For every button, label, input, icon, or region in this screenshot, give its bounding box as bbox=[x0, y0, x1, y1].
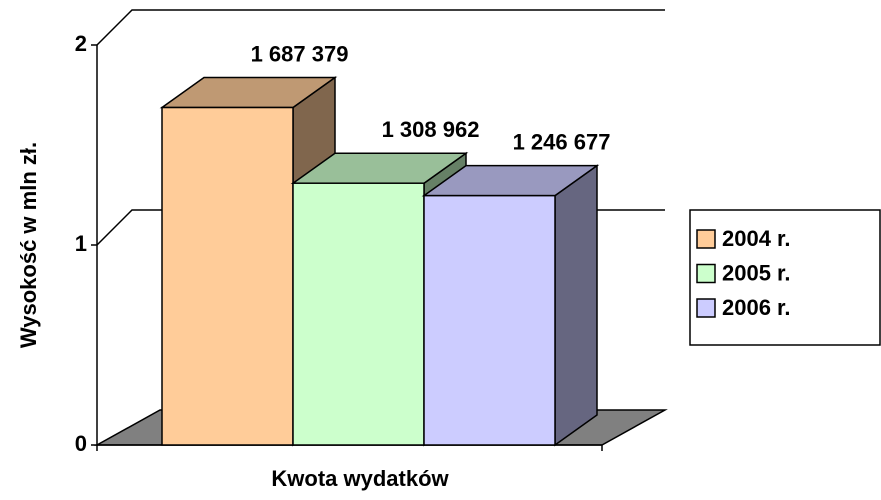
y-axis-label: Wysokość w mln zł. bbox=[16, 142, 41, 348]
y-tick-label: 2 bbox=[75, 31, 87, 56]
bar bbox=[292, 182, 425, 446]
legend-box bbox=[689, 209, 881, 346]
legend-swatch bbox=[696, 263, 716, 284]
value-label: 1 687 379 bbox=[251, 41, 349, 66]
bar bbox=[423, 194, 556, 446]
bar bbox=[161, 106, 294, 446]
legend-swatch bbox=[696, 298, 716, 318]
grid-line bbox=[96, 9, 665, 46]
value-label: 1 246 677 bbox=[513, 129, 611, 154]
value-label: 1 308 962 bbox=[382, 117, 480, 142]
legend-label: 2006 r. bbox=[722, 295, 791, 320]
y-tick-label: 1 bbox=[75, 231, 87, 256]
legend-label: 2005 r. bbox=[722, 260, 791, 285]
legend-swatch bbox=[696, 229, 716, 249]
x-axis-label: Kwota wydatków bbox=[271, 466, 449, 491]
y-tick-label: 0 bbox=[75, 431, 87, 456]
bar-side bbox=[554, 164, 598, 447]
legend-label: 2004 r. bbox=[722, 226, 791, 251]
